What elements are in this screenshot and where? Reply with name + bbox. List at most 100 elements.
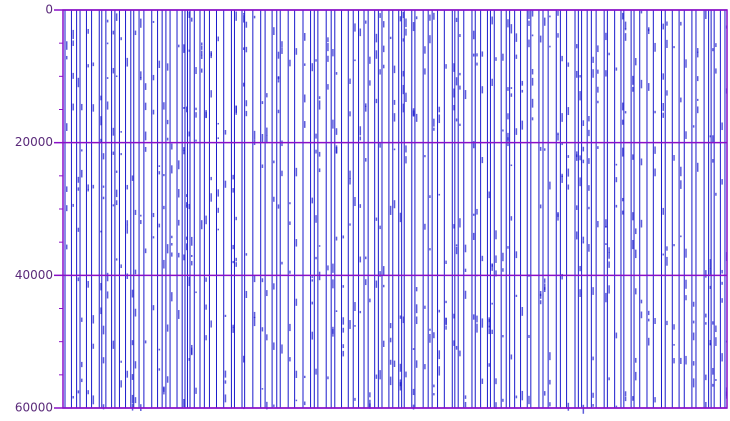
trace-dot bbox=[662, 254, 664, 256]
trace-dot bbox=[246, 47, 248, 52]
trace-dot bbox=[424, 68, 426, 74]
trace-dot bbox=[429, 329, 431, 331]
trace-dot bbox=[360, 204, 362, 208]
trace-dot bbox=[413, 22, 415, 31]
trace-dot bbox=[697, 76, 699, 81]
trace-dot bbox=[113, 204, 115, 206]
trace-dot bbox=[532, 99, 534, 108]
trace-dot bbox=[715, 193, 717, 196]
trace-dot bbox=[680, 358, 682, 364]
trace-dot bbox=[262, 101, 264, 104]
trace-dot bbox=[127, 220, 128, 225]
trace-dot bbox=[394, 200, 396, 208]
trace-dot bbox=[488, 191, 490, 198]
trace-dot bbox=[715, 43, 717, 47]
trace-dot bbox=[568, 169, 570, 177]
trace-dot bbox=[120, 264, 122, 268]
trace-dot bbox=[225, 130, 227, 135]
trace-dot bbox=[159, 61, 161, 68]
trace-dot bbox=[201, 69, 203, 73]
trace-dot bbox=[232, 175, 234, 180]
trace-dot bbox=[369, 80, 371, 85]
trace-dot bbox=[349, 111, 351, 116]
trace-dot bbox=[641, 300, 643, 304]
trace-dot bbox=[693, 378, 695, 387]
trace-dot bbox=[145, 83, 147, 90]
trace-dot bbox=[266, 334, 268, 340]
trace-dot bbox=[597, 101, 599, 103]
trace-dot bbox=[232, 327, 234, 333]
trace-dot bbox=[532, 117, 534, 120]
trace-dot bbox=[465, 90, 467, 99]
trace-dot bbox=[281, 171, 283, 177]
trace-dot bbox=[516, 33, 518, 42]
trace-dot bbox=[349, 79, 351, 84]
trace-dot bbox=[608, 53, 610, 56]
trace-dot bbox=[528, 11, 530, 19]
trace-dot bbox=[72, 73, 74, 79]
trace-dot bbox=[641, 312, 643, 319]
trace-dot bbox=[205, 335, 207, 340]
trace-dot bbox=[516, 396, 518, 399]
trace-dot bbox=[135, 210, 137, 215]
trace-dot bbox=[654, 111, 656, 113]
trace-dot bbox=[693, 321, 695, 324]
trace-dot bbox=[532, 10, 534, 16]
trace-dot bbox=[225, 394, 227, 402]
trace-dot bbox=[491, 264, 493, 266]
trace-dot bbox=[715, 337, 717, 346]
trace-dot bbox=[178, 253, 180, 258]
trace-dot bbox=[511, 354, 512, 359]
trace-dot bbox=[78, 390, 80, 393]
trace-dot bbox=[424, 155, 426, 157]
trace-dot bbox=[369, 299, 371, 303]
trace-dot bbox=[568, 403, 570, 411]
trace-dot bbox=[625, 33, 627, 41]
trace-dot bbox=[662, 73, 664, 79]
trace-dot bbox=[266, 128, 268, 136]
trace-dot bbox=[439, 115, 441, 124]
trace-dot bbox=[705, 270, 707, 278]
trace-dot bbox=[66, 123, 68, 131]
trace-dot bbox=[281, 48, 283, 54]
trace-dot bbox=[605, 219, 607, 227]
trace-dot bbox=[376, 281, 378, 288]
trace-dot bbox=[93, 185, 95, 189]
trace-dot bbox=[235, 106, 237, 113]
trace-dot bbox=[201, 55, 203, 59]
trace-dot bbox=[685, 356, 687, 365]
trace-dot bbox=[583, 241, 585, 244]
trace-dot bbox=[568, 185, 570, 190]
trace-dot bbox=[641, 220, 643, 228]
trace-dot bbox=[78, 177, 80, 183]
y-tick-label: 20000 bbox=[15, 135, 53, 149]
trace-dot bbox=[235, 258, 237, 261]
trace-dot bbox=[336, 237, 338, 241]
trace-dot bbox=[315, 59, 317, 61]
trace-dot bbox=[416, 287, 418, 291]
trace-dot bbox=[502, 399, 504, 402]
trace-dot bbox=[246, 291, 248, 298]
trace-dot bbox=[120, 37, 122, 40]
trace-dot bbox=[616, 406, 618, 408]
trace-dot bbox=[608, 252, 610, 259]
trace-dot bbox=[289, 60, 291, 67]
trace-dot bbox=[319, 168, 321, 172]
trace-dot bbox=[103, 197, 105, 200]
trace-dot bbox=[721, 282, 723, 285]
trace-dot bbox=[491, 303, 493, 305]
trace-dot bbox=[445, 261, 447, 264]
trace-dot bbox=[632, 240, 634, 249]
trace-dot bbox=[153, 236, 155, 238]
trace-dot bbox=[635, 58, 637, 65]
trace-dot bbox=[712, 48, 714, 51]
trace-dot bbox=[120, 361, 122, 363]
trace-dot bbox=[502, 54, 504, 61]
trace-dot bbox=[153, 21, 155, 23]
trace-dot bbox=[495, 57, 497, 61]
trace-dot bbox=[666, 21, 668, 25]
trace-dot bbox=[93, 62, 95, 66]
trace-dot bbox=[153, 75, 155, 80]
trace-dot bbox=[579, 75, 581, 77]
trace-dot bbox=[516, 55, 518, 59]
